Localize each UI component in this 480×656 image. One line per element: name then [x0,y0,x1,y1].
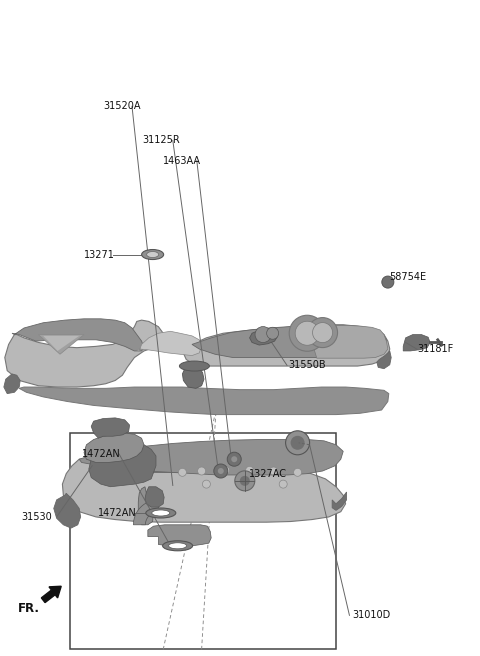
Polygon shape [54,493,81,528]
Polygon shape [133,500,158,525]
Ellipse shape [168,543,187,549]
Bar [70,433,336,649]
Circle shape [295,321,319,345]
Text: 31520A: 31520A [103,101,141,112]
Text: 1472AN: 1472AN [98,508,137,518]
Circle shape [267,327,278,339]
Circle shape [235,471,255,491]
Circle shape [246,466,253,474]
Text: 58754E: 58754E [389,272,426,283]
Text: 1472AN: 1472AN [82,449,120,459]
Polygon shape [91,418,130,438]
Circle shape [270,467,277,475]
Ellipse shape [147,251,158,258]
Ellipse shape [163,541,192,551]
Text: 31530: 31530 [22,512,52,522]
Polygon shape [4,374,20,394]
Text: FR.: FR. [18,602,40,615]
Circle shape [222,466,229,474]
FancyArrow shape [41,586,61,603]
Text: 31550B: 31550B [288,360,325,371]
Polygon shape [138,487,154,525]
Polygon shape [89,443,156,487]
Polygon shape [182,364,204,388]
Polygon shape [84,433,144,462]
Polygon shape [38,335,84,354]
Polygon shape [148,525,211,546]
Polygon shape [5,320,166,387]
Polygon shape [145,487,164,507]
Polygon shape [43,336,79,351]
Circle shape [203,480,210,488]
Text: 31125R: 31125R [142,135,180,146]
Polygon shape [192,325,386,358]
Polygon shape [403,335,430,351]
Polygon shape [79,440,343,475]
Circle shape [240,476,250,486]
Polygon shape [134,451,206,472]
Polygon shape [307,325,388,358]
Polygon shape [12,319,144,351]
Circle shape [279,480,287,488]
Text: 31010D: 31010D [353,610,391,621]
Circle shape [198,467,205,475]
Polygon shape [62,459,346,522]
Circle shape [312,323,333,342]
Polygon shape [332,492,347,510]
Text: 31181F: 31181F [418,344,454,354]
Circle shape [231,456,237,462]
Polygon shape [182,327,390,366]
Circle shape [179,468,186,476]
Polygon shape [19,387,389,415]
Circle shape [286,431,310,455]
Circle shape [255,327,271,342]
Text: 1463AA: 1463AA [163,155,201,166]
Circle shape [241,480,249,488]
Circle shape [294,468,301,476]
Polygon shape [137,331,202,356]
Ellipse shape [180,361,209,371]
Circle shape [227,452,241,466]
Circle shape [218,468,224,474]
Polygon shape [250,329,277,345]
Circle shape [382,276,394,288]
Text: 1327AC: 1327AC [249,468,287,479]
Text: 13271: 13271 [84,249,115,260]
Circle shape [308,318,337,348]
Circle shape [289,316,325,351]
Circle shape [214,464,228,478]
Polygon shape [377,351,391,369]
Ellipse shape [146,508,176,518]
Ellipse shape [152,510,170,516]
Ellipse shape [142,249,164,260]
Circle shape [290,436,305,450]
